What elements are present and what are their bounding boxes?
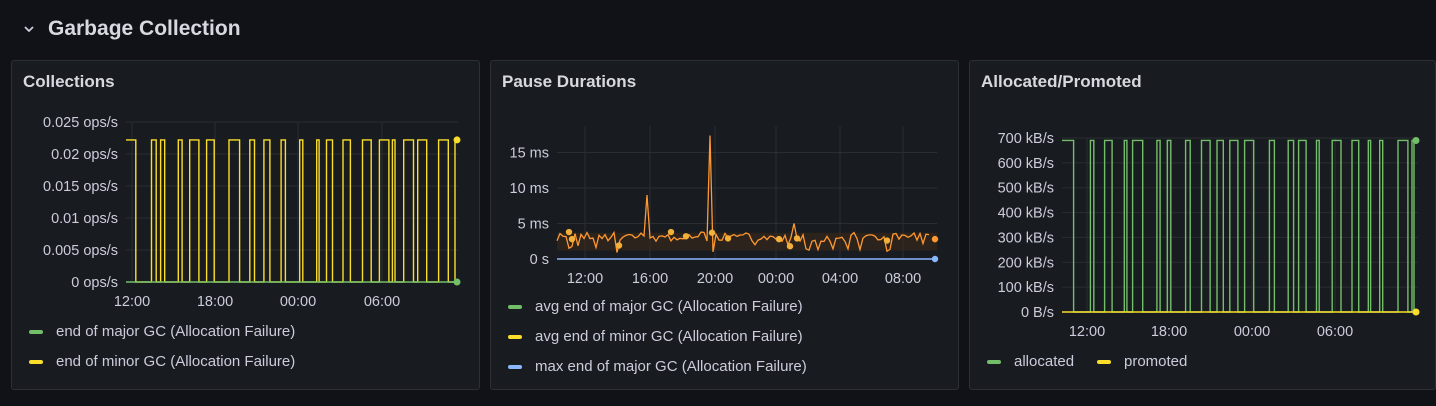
x-tick-label: 08:00 [885, 271, 921, 287]
panel-pause-durations[interactable]: Pause Durations 15 ms 10 ms 5 ms 0 s 12:00 16… [490, 60, 959, 390]
y-tick-label: 0 ops/s [71, 275, 118, 291]
data-point [667, 228, 675, 236]
series-end-point [453, 136, 461, 144]
data-point [793, 235, 801, 242]
x-tick-label: 16:00 [632, 271, 668, 287]
y-tick-label: 0 B/s [1021, 305, 1054, 321]
legend-item-allocated[interactable]: allocated [987, 353, 1074, 370]
legend-item-minor-gc[interactable]: end of minor GC (Allocation Failure) [29, 353, 295, 370]
panel-allocated-promoted[interactable]: Allocated/Promoted 700 kB/s 600 kB/s 500 k… [969, 60, 1436, 390]
x-tick-label: 06:00 [1317, 324, 1353, 340]
panel-title: Pause Durations [502, 72, 637, 91]
data-point [682, 233, 690, 240]
legend-swatch [508, 364, 522, 369]
minor-gc-series [126, 139, 456, 283]
legend-label: end of minor GC (Allocation Failure) [56, 353, 296, 370]
legend-label: end of major GC (Allocation Failure) [56, 323, 296, 340]
legend-item-promoted[interactable]: promoted [1097, 353, 1187, 370]
legend-item-avg-major[interactable]: avg end of major GC (Allocation Failure) [508, 298, 803, 315]
y-tick-label: 200 kB/s [998, 255, 1054, 271]
data-point [568, 235, 576, 243]
data-point [883, 237, 891, 244]
y-tick-label: 300 kB/s [998, 230, 1054, 246]
pause-durations-chart[interactable]: 15 ms 10 ms 5 ms 0 s 12:00 16:00 20:00 00:00 04:… [491, 61, 960, 391]
avg-minor-gc-series [556, 135, 930, 253]
data-point [708, 229, 716, 236]
x-tick-label: 00:00 [758, 271, 794, 287]
data-point [565, 228, 573, 236]
legend-label: avg end of minor GC (Allocation Failure) [535, 328, 803, 345]
row-title: Garbage Collection [48, 17, 241, 40]
legend-swatch [29, 359, 43, 364]
legend-item-max-major[interactable]: max end of major GC (Allocation Failure) [508, 358, 807, 375]
x-tick-label: 20:00 [697, 271, 733, 287]
legend-swatch [508, 334, 522, 339]
x-tick-label: 12:00 [114, 294, 150, 310]
data-point [786, 243, 794, 250]
panel-title: Collections [23, 72, 115, 91]
y-tick-label: 100 kB/s [998, 280, 1054, 296]
legend-label: max end of major GC (Allocation Failure) [535, 358, 807, 375]
allocated-series [1062, 139, 1415, 313]
y-tick-label: 0.025 ops/s [43, 115, 118, 131]
legend-label: promoted [1124, 353, 1188, 370]
data-point [615, 242, 623, 249]
y-tick-label: 0.02 ops/s [51, 147, 118, 163]
legend-label: avg end of major GC (Allocation Failure) [535, 298, 803, 315]
series-end-point [453, 278, 461, 286]
legend-label: allocated [1014, 353, 1075, 370]
legend-swatch [29, 329, 43, 334]
chevron-down-icon[interactable] [18, 18, 40, 40]
x-tick-label: 18:00 [1151, 324, 1187, 340]
series-end-point [931, 255, 939, 263]
x-tick-label: 00:00 [1234, 324, 1270, 340]
x-tick-label: 12:00 [567, 271, 603, 287]
y-tick-label: 10 ms [510, 181, 550, 197]
y-tick-label: 15 ms [510, 146, 550, 162]
legend-swatch [987, 359, 1001, 364]
series-end-point [931, 235, 939, 243]
panel-collections[interactable]: Collections 0.025 ops/s 0.02 ops/s 0.015 o… [11, 60, 480, 390]
x-tick-label: 18:00 [197, 294, 233, 310]
legend-swatch [508, 304, 522, 309]
panel-title: Allocated/Promoted [981, 72, 1142, 91]
y-tick-label: 0.015 ops/s [43, 179, 118, 195]
legend-item-major-gc[interactable]: end of major GC (Allocation Failure) [29, 323, 295, 340]
y-tick-label: 600 kB/s [998, 156, 1054, 172]
legend-item-avg-minor[interactable]: avg end of minor GC (Allocation Failure) [508, 328, 803, 345]
x-tick-label: 06:00 [364, 294, 400, 310]
y-tick-label: 0.005 ops/s [43, 243, 118, 259]
series-end-point [1412, 136, 1420, 144]
x-tick-label: 12:00 [1069, 324, 1105, 340]
y-tick-label: 500 kB/s [998, 181, 1054, 197]
data-point [775, 235, 783, 243]
collections-chart[interactable]: 0.025 ops/s 0.02 ops/s 0.015 ops/s 0.01 ops… [12, 61, 481, 391]
series-end-point [1412, 308, 1420, 316]
row-header[interactable]: Garbage Collection [0, 0, 1436, 58]
y-tick-label: 0.01 ops/s [51, 211, 118, 227]
y-tick-label: 700 kB/s [998, 131, 1054, 147]
legend-swatch [1097, 359, 1111, 364]
allocated-promoted-chart[interactable]: 700 kB/s 600 kB/s 500 kB/s 400 kB/s 300 kB/s… [970, 61, 1436, 391]
y-tick-label: 0 s [530, 252, 549, 268]
x-tick-label: 04:00 [822, 271, 858, 287]
y-tick-label: 400 kB/s [998, 206, 1054, 222]
x-tick-label: 00:00 [280, 294, 316, 310]
y-tick-label: 5 ms [518, 217, 549, 233]
data-point [724, 235, 732, 242]
